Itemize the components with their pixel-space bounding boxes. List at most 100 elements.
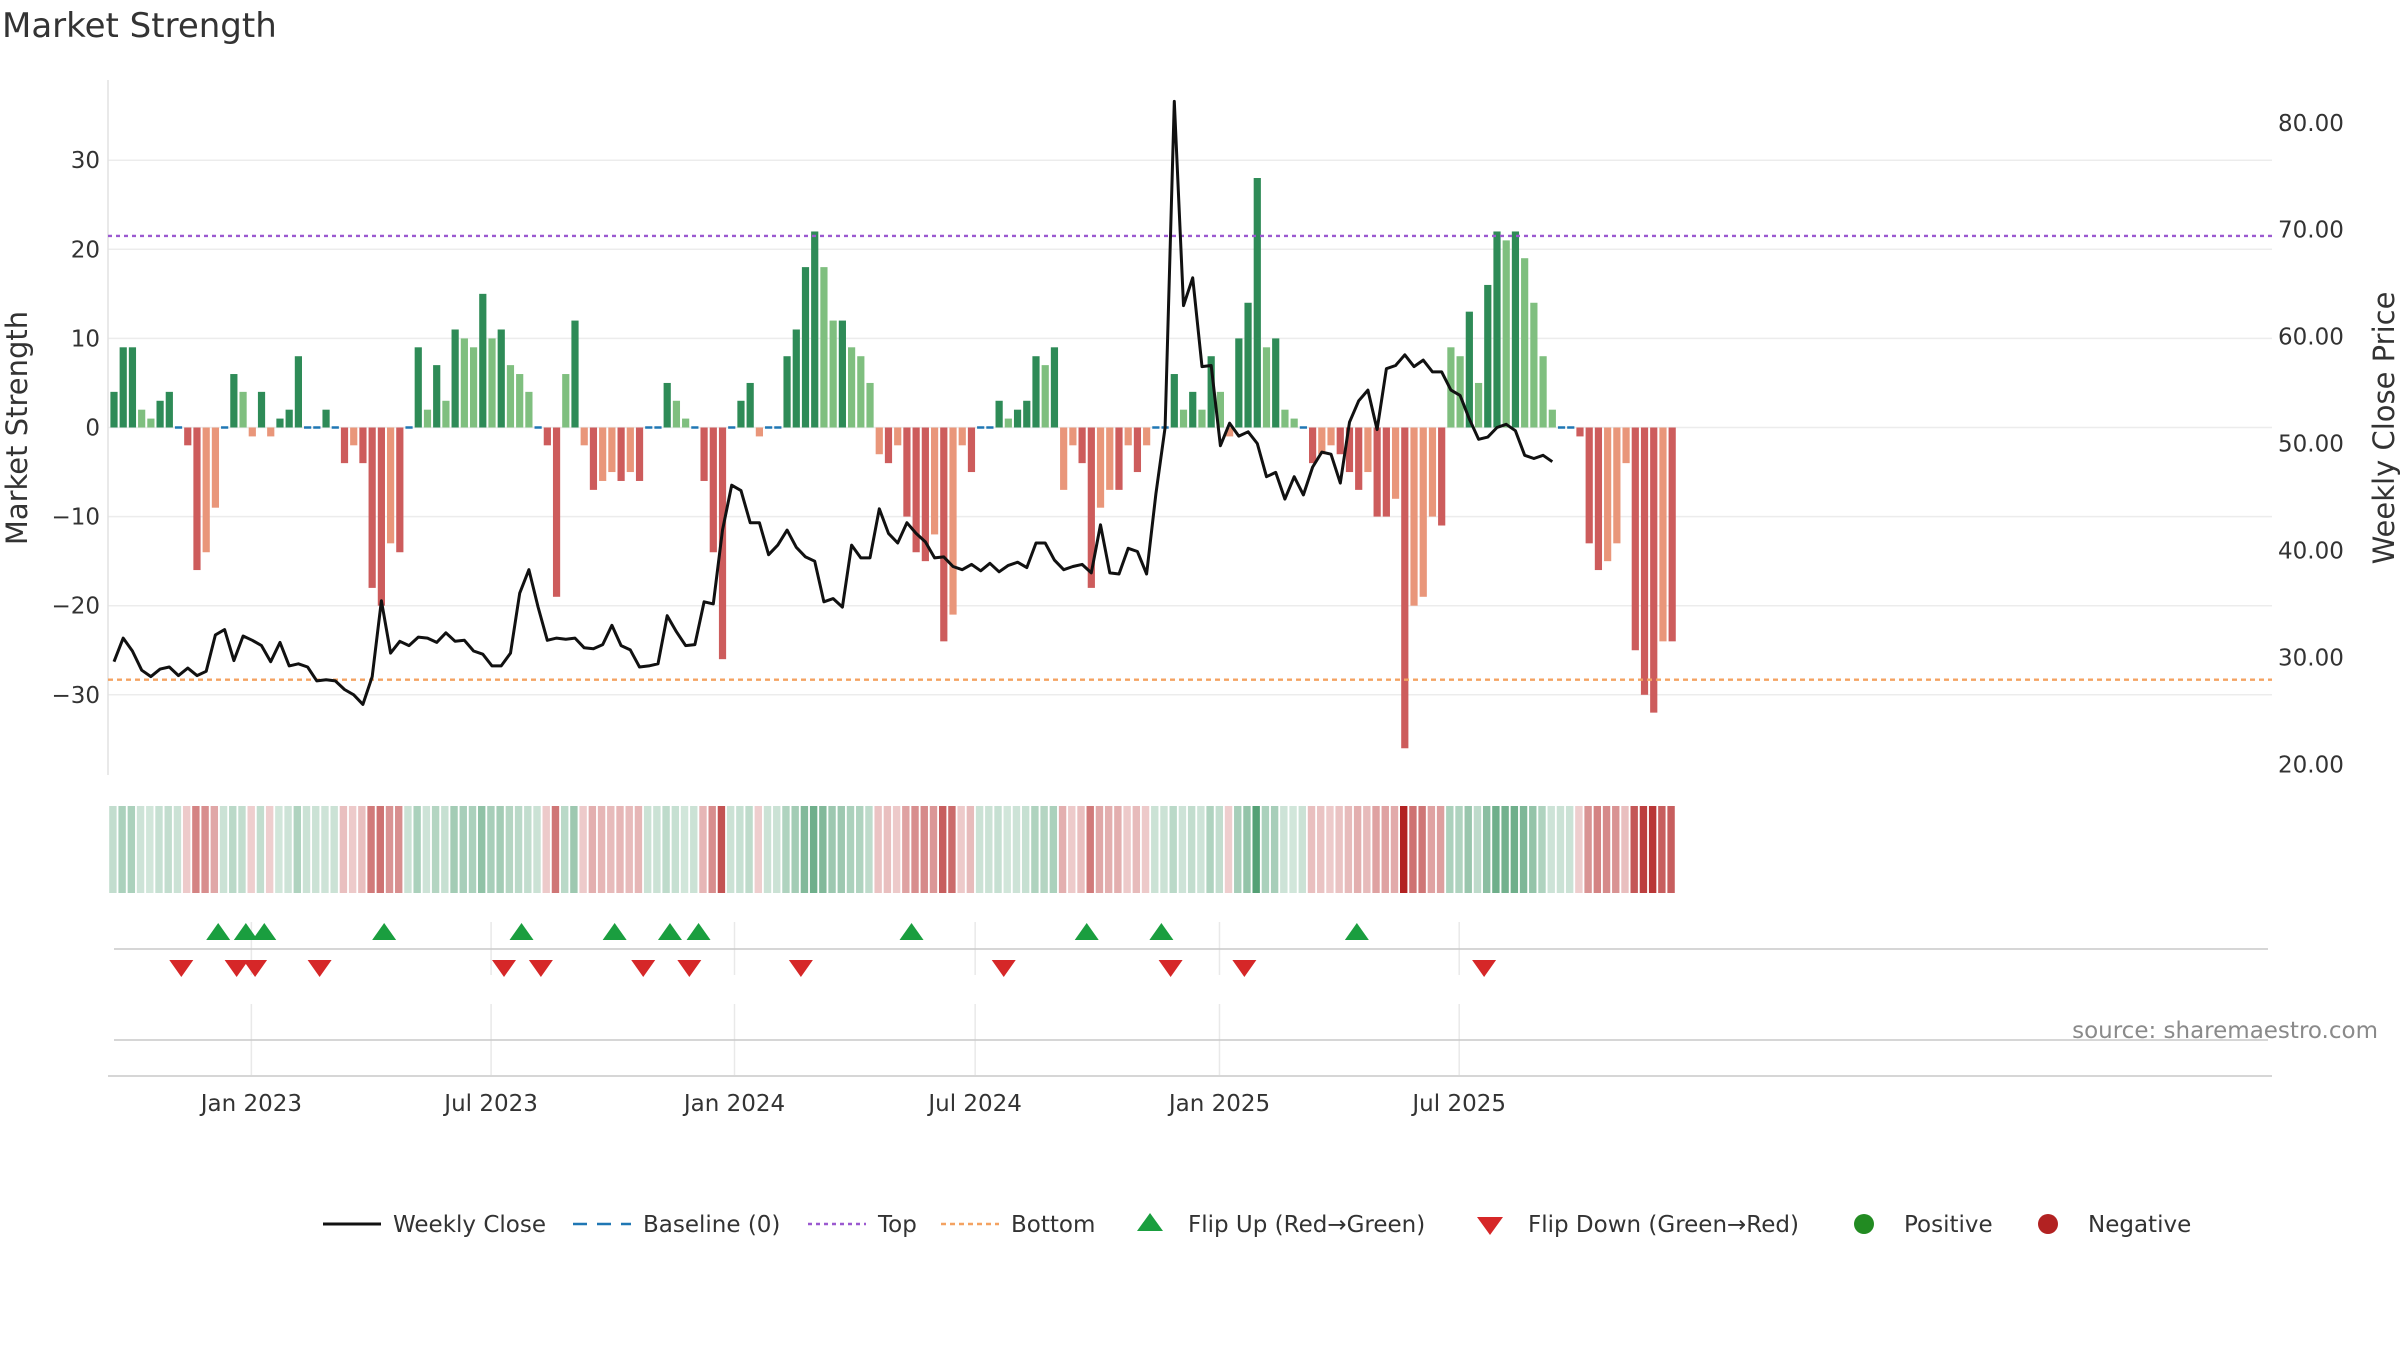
strength-bar [894,427,902,446]
heat-cell [671,806,680,893]
heat-cell [1197,806,1205,893]
heat-cell [902,806,910,893]
heat-cell [1058,806,1067,893]
heat-cell [1363,806,1371,893]
strength-bar [1198,409,1206,428]
left-tick-label: −30 [51,683,100,709]
strength-bar [1419,427,1427,597]
heat-cell [1206,806,1214,893]
strength-bar [672,400,681,428]
strength-bar [1373,427,1381,517]
strength-bar [1170,374,1178,428]
heat-cell [367,806,375,893]
strength-bar [829,320,837,428]
heat-cell [146,806,154,893]
legend-label: Flip Up (Red→Green) [1188,1212,1425,1238]
strength-bar [488,338,496,428]
strength-bar [1078,427,1086,464]
heat-cell [699,806,707,893]
strength-bar [1226,427,1234,437]
strength-bar [792,329,800,428]
strength-bar [1604,427,1612,562]
heat-cell [1021,806,1030,893]
heat-cell [874,806,882,893]
flip-up-marker [252,923,277,940]
heat-cell [1086,806,1094,893]
heat-cell [791,806,799,893]
heat-cell [551,806,560,893]
heat-cell [358,806,366,893]
heat-cell [1252,806,1260,893]
heat-cell [1077,806,1085,893]
heat-cell [616,806,624,893]
heat-cell [450,806,458,893]
strength-bar [1050,347,1059,428]
strength-bar [912,427,920,553]
flip-up-marker [1344,923,1369,940]
heat-cell [265,806,274,893]
strength-bar [294,356,302,428]
legend-label: Weekly Close [393,1212,546,1238]
heat-cell [1243,806,1251,893]
strength-bar [1631,427,1639,651]
flip-up-marker [686,923,711,940]
heat-cell [1224,806,1233,893]
strength-bar [967,427,976,473]
heat-cell [560,806,569,893]
strength-bar [1355,427,1363,490]
strength-bar [543,427,551,446]
strength-bar [340,427,349,464]
right-tick-label: 50.00 [2278,432,2344,458]
strength-bar [1281,409,1289,428]
heat-cell [1667,806,1675,893]
heat-cell [809,806,818,893]
right-tick-label: 20.00 [2278,752,2344,778]
legend-label: Negative [2088,1212,2191,1238]
strength-bar [1106,427,1114,490]
heat-cell [634,806,643,893]
heat-cell [607,806,615,893]
heat-cell [929,806,938,893]
strength-bar [1069,427,1077,446]
heat-cell [828,806,836,893]
strength-bar [1576,427,1584,437]
heat-cell [975,806,984,893]
heat-cell [533,806,541,893]
strength-bar [239,391,247,428]
strength-bar [571,320,579,428]
strength-bar [1594,427,1603,571]
strength-bar [1290,418,1298,428]
flip-up-marker [509,923,534,940]
heat-cell [1464,806,1472,893]
strength-bar [1521,258,1529,428]
heat-cell [754,806,762,893]
heat-cell [441,806,449,893]
source-credit: source: sharemaestro.com [2072,1018,2378,1044]
heat-cell [275,806,283,893]
strength-bar [1235,338,1243,428]
left-axis-ticks: 30 20 10 0 −10 −20 −30 [51,148,100,709]
strength-bar [469,347,478,428]
heat-cell [1612,806,1620,893]
left-tick-label: 30 [71,148,100,174]
right-axis-ticks: 80.00 70.00 60.00 50.00 40.00 30.00 20.00 [2278,111,2344,779]
strength-bar [1096,427,1105,508]
strength-bar [718,427,727,660]
flip-up-marker [372,923,397,940]
strength-bar [1041,365,1049,428]
heat-cell [1353,806,1362,893]
strength-bar [783,356,791,428]
strength-bar [119,347,127,428]
strength-bar [1465,311,1473,428]
heat-cell [736,806,744,893]
heat-cell [1049,806,1058,893]
strength-bar [737,400,745,428]
strength-bar [930,427,939,535]
heat-cell [1400,806,1408,893]
heat-cell [468,806,477,893]
strength-bar [387,427,395,544]
heat-cell [1280,806,1288,893]
flip-down-marker [307,960,332,977]
heat-cell [118,806,126,893]
